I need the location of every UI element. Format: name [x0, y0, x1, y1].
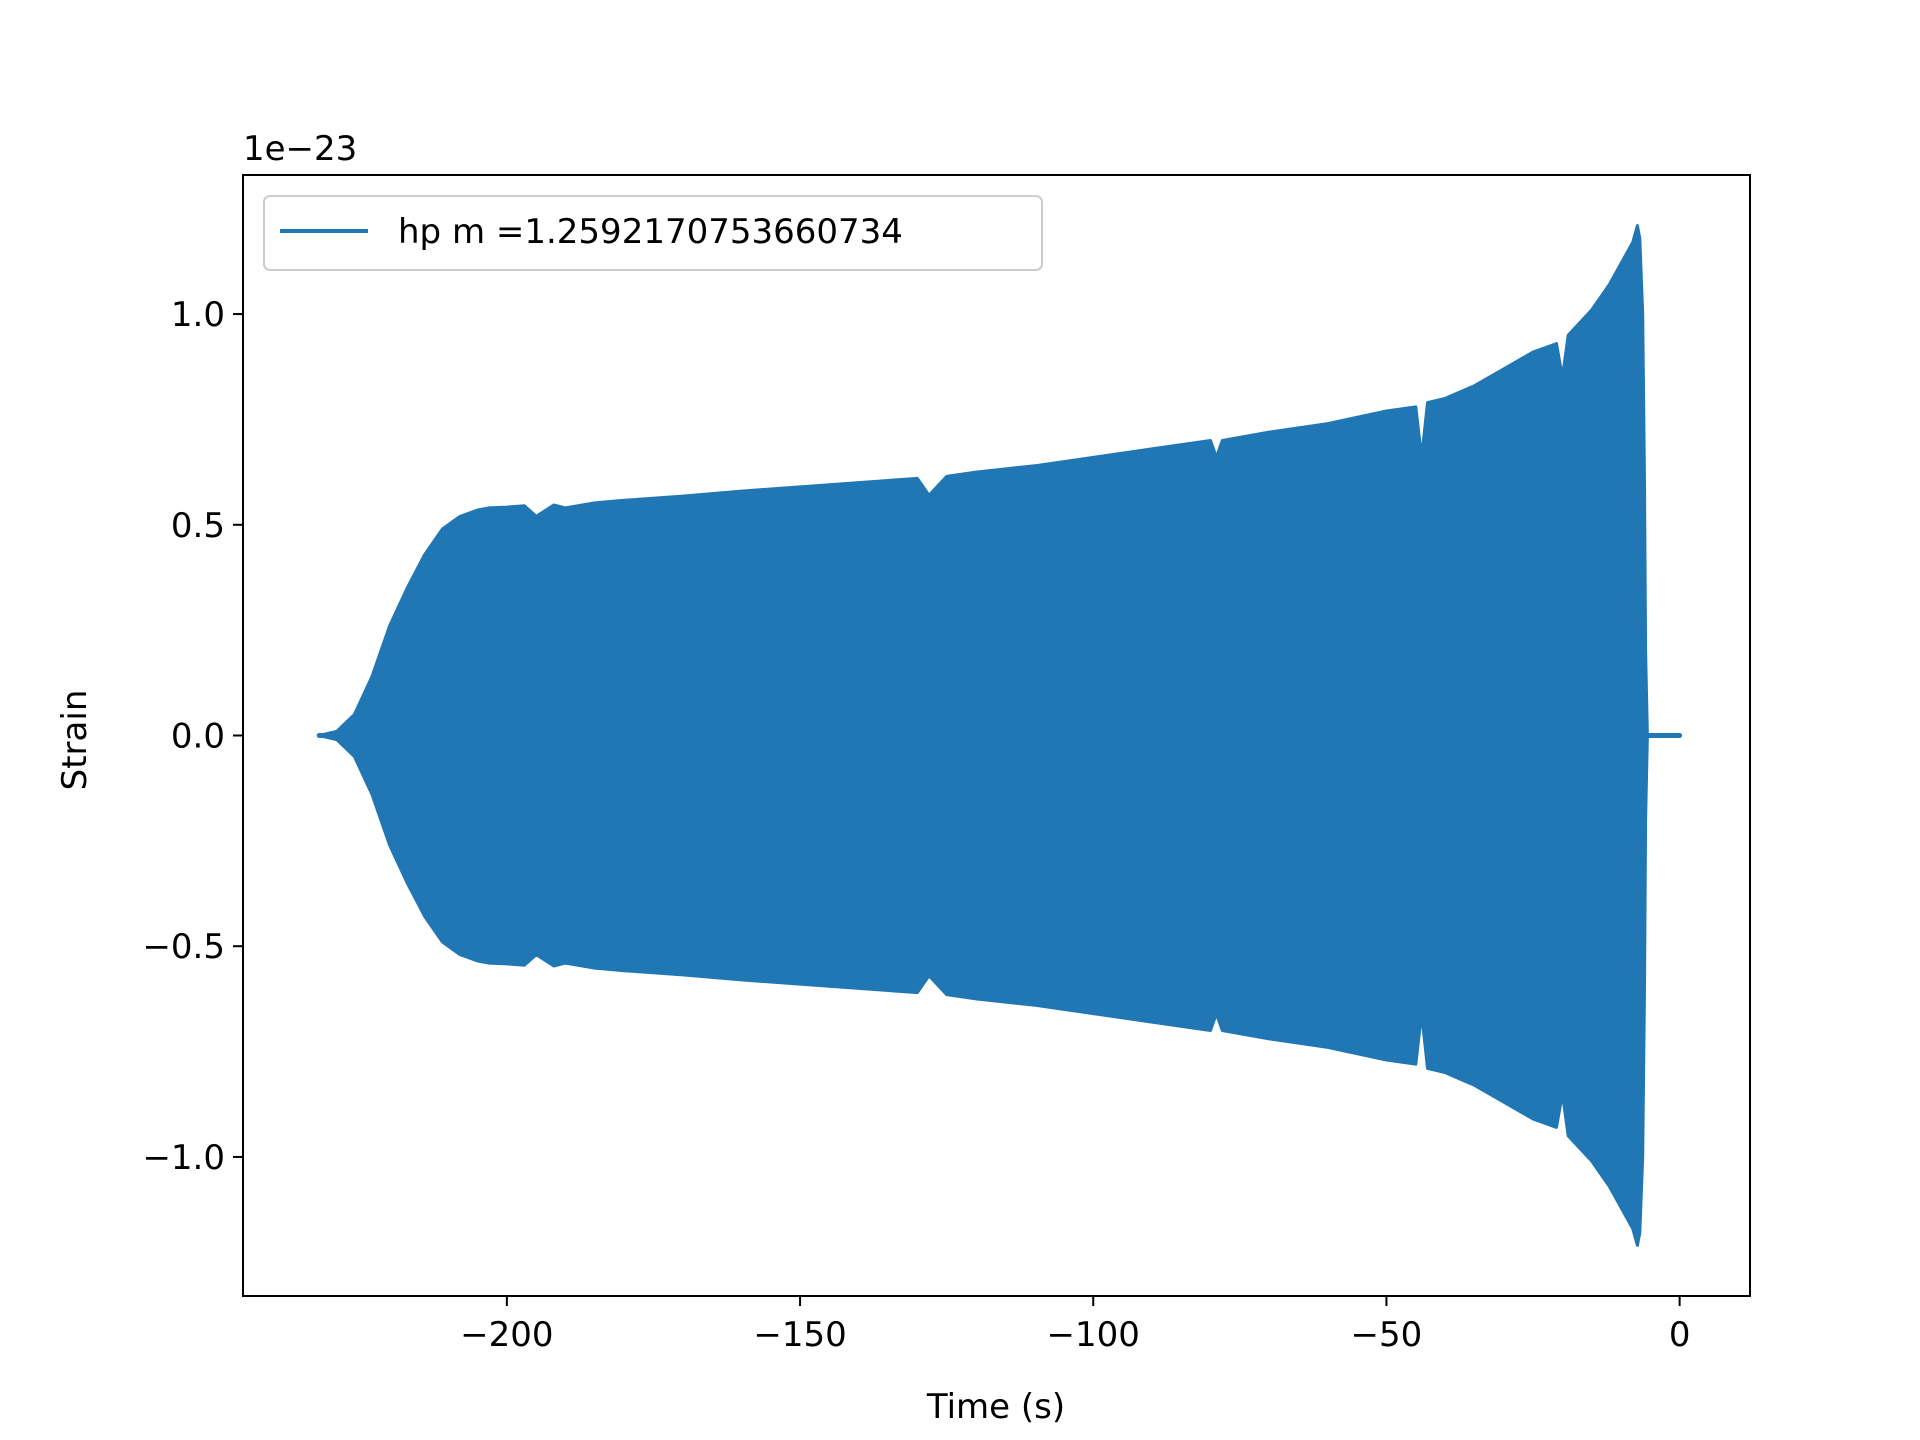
- plot-area: [316, 224, 1683, 1247]
- y-axis-label: Strain: [55, 690, 95, 791]
- y-tick-label: −0.5: [142, 927, 225, 967]
- y-tick-label: 1.0: [171, 295, 225, 335]
- x-tick-label: −150: [753, 1315, 846, 1355]
- x-tick-label: −100: [1047, 1315, 1140, 1355]
- legend: hp m =1.2592170753660734: [263, 195, 1043, 271]
- y-tick-label: 0.0: [171, 717, 225, 757]
- y-axis: −1.0 −0.5 0.0 0.5 1.0: [142, 295, 243, 1178]
- x-tick-label: −50: [1351, 1315, 1423, 1355]
- y-offset-label: 1e−23: [243, 129, 357, 169]
- x-axis-label: Time (s): [926, 1387, 1065, 1427]
- legend-entry-label: hp m =1.2592170753660734: [398, 212, 903, 252]
- legend-box: [263, 195, 1043, 271]
- y-tick-label: 0.5: [171, 506, 225, 546]
- x-axis: −200 −150 −100 −50 0: [460, 1296, 1690, 1355]
- x-tick-label: −200: [460, 1315, 553, 1355]
- x-tick-label: 0: [1669, 1315, 1691, 1355]
- y-tick-label: −1.0: [142, 1138, 225, 1178]
